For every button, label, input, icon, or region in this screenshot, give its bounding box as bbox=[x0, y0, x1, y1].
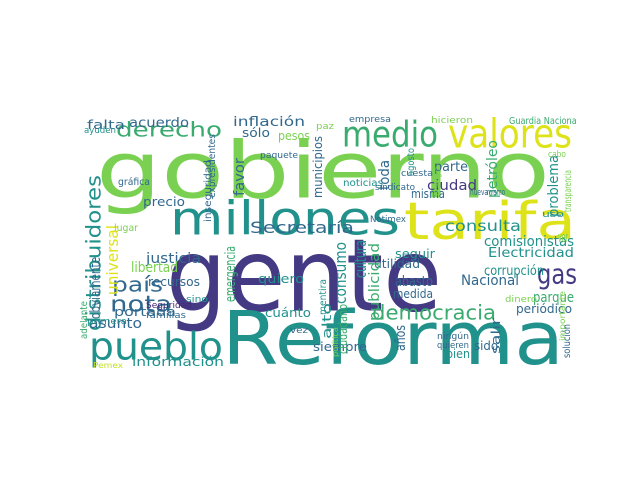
word-cloud: gente gobierno Reforma tarifa millones v… bbox=[80, 108, 576, 374]
word-sido: sido bbox=[474, 339, 498, 353]
word-energia: Energía bbox=[432, 166, 442, 196]
word-parte: parte bbox=[434, 160, 468, 175]
word-gente: gente bbox=[166, 217, 442, 335]
word-consumo: consumo bbox=[331, 242, 350, 304]
word-valores: valores bbox=[448, 110, 572, 158]
word-cuanto: cuánto bbox=[265, 306, 311, 320]
word-ayuden: ayuden bbox=[84, 125, 116, 136]
word-precio: precio bbox=[143, 195, 185, 209]
word-ver: ver bbox=[558, 230, 568, 246]
word-sino: sino bbox=[186, 294, 208, 305]
word-mismo: mismo bbox=[487, 187, 505, 198]
word-cuesta: cuesta bbox=[401, 168, 433, 179]
word-utilidad: utilidad bbox=[374, 257, 420, 271]
word-corrupcion: corrupción bbox=[484, 264, 544, 279]
word-derecho: derecho bbox=[116, 118, 222, 142]
word-lugar: lugar bbox=[114, 223, 138, 234]
word-recursos: recursos bbox=[148, 275, 200, 289]
word-pemex: Pemex bbox=[93, 360, 123, 370]
word-quiero: quiero bbox=[258, 272, 304, 286]
word-electricidad: Electricidad bbox=[488, 246, 574, 261]
word-paquete: paquete bbox=[260, 150, 298, 161]
word-inseguridad: inseguridad bbox=[203, 160, 214, 222]
word-notimex: Notimex bbox=[370, 214, 406, 225]
word-sindicato: sindicato bbox=[375, 182, 415, 193]
word-problema: problema bbox=[546, 155, 562, 217]
word-consulta: consulta bbox=[445, 217, 521, 235]
word-portada: portada bbox=[114, 305, 176, 319]
word-democracia: democracia bbox=[372, 301, 496, 325]
word-pais: país bbox=[112, 273, 163, 297]
word-paz: paz bbox=[316, 121, 334, 132]
word-emergencia: emergencia bbox=[223, 246, 239, 302]
word-secretaria: Secretaría bbox=[250, 218, 354, 237]
word-dinero: dinero bbox=[505, 294, 537, 305]
word-salir: salir bbox=[489, 318, 503, 354]
word-familias: familias bbox=[146, 310, 186, 321]
word-seguir: seguir bbox=[395, 247, 435, 261]
word-hicieron: hicieron bbox=[431, 115, 473, 126]
word-guardia-nacional: Guardia Nacional bbox=[509, 116, 576, 127]
word-obviamente: obviamente bbox=[88, 257, 104, 319]
word-agosto: agosto bbox=[406, 148, 417, 176]
word-grafica: gráfica bbox=[118, 177, 150, 188]
word-acuerdo: acuerdo bbox=[129, 116, 189, 131]
word-solo: sólo bbox=[242, 126, 270, 140]
word-justicia: justicia bbox=[146, 251, 201, 267]
word-reforma: Reforma bbox=[222, 295, 564, 374]
word-pesos: pesos bbox=[278, 129, 310, 143]
word-quieren: quieren bbox=[437, 340, 469, 351]
word-ciudad: ciudad bbox=[427, 178, 477, 194]
word-misma: misma bbox=[411, 187, 445, 201]
word-gas: gas bbox=[537, 257, 576, 291]
word-anos: años bbox=[393, 325, 409, 351]
word-transparencia: transparencia bbox=[563, 170, 574, 212]
word-millones: millones bbox=[170, 192, 400, 247]
word-libertad: libertad bbox=[131, 260, 178, 276]
word-medida: medida bbox=[393, 287, 433, 301]
word-falta: falta bbox=[87, 118, 125, 132]
word-politica: política bbox=[330, 327, 340, 357]
word-seguridad: Seguridad bbox=[146, 300, 192, 311]
word-medio: medio bbox=[342, 113, 438, 156]
word-favor: favor bbox=[232, 158, 248, 196]
word-informacion: información bbox=[132, 355, 224, 369]
word-tarifa: tarifa bbox=[404, 191, 576, 252]
word-gobierno: gobierno bbox=[96, 125, 550, 217]
word-uso: uso bbox=[542, 209, 564, 220]
word-abasto: abasto bbox=[395, 274, 433, 290]
word-universal: universal bbox=[103, 225, 122, 295]
word-inflacion: inflación bbox=[233, 115, 305, 130]
word-nacional: Nacional bbox=[461, 273, 519, 289]
word-noticias: noticias bbox=[343, 178, 383, 189]
word-empresa: empresa bbox=[349, 114, 391, 125]
word-mentira: mentira bbox=[318, 279, 329, 315]
word-parque: parque bbox=[533, 290, 574, 306]
word-cabo: cabo bbox=[548, 149, 566, 160]
word-periodico: periódico bbox=[516, 302, 572, 316]
word-pueblo: pueblo bbox=[89, 325, 223, 370]
word-solucion: solución bbox=[562, 324, 573, 358]
word-ningun: ningún bbox=[437, 331, 469, 342]
word-vez: vez bbox=[290, 325, 308, 336]
word-publicidad: publicidad bbox=[367, 243, 383, 321]
word-municipios: municipios bbox=[311, 136, 325, 198]
word-siempre: siempre bbox=[313, 340, 367, 354]
word-nota: nota bbox=[110, 292, 172, 318]
word-primera: primera bbox=[87, 316, 127, 327]
word-comisionistas: comisionistas bbox=[484, 234, 574, 250]
word-bien: bien bbox=[446, 347, 470, 361]
word-nueva: nueva bbox=[470, 187, 488, 198]
word-asunto: asunto bbox=[89, 316, 142, 332]
